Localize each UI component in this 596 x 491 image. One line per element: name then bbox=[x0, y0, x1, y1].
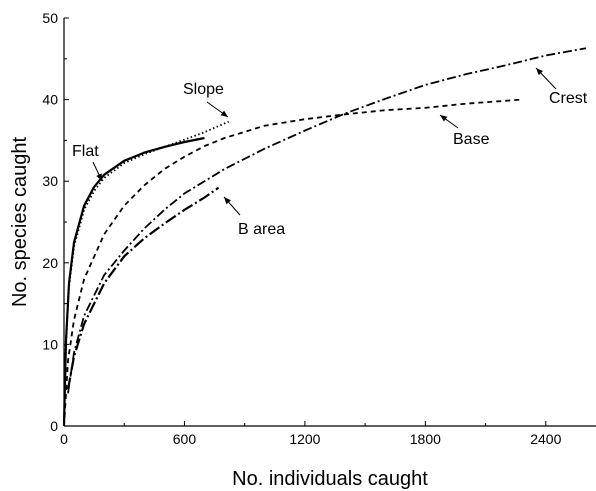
y-tick-label: 40 bbox=[42, 92, 58, 108]
y-tick-label: 50 bbox=[42, 10, 58, 26]
annotation-arrowhead-base bbox=[440, 115, 448, 122]
y-tick-label: 20 bbox=[42, 255, 58, 271]
x-tick-label: 1800 bbox=[410, 431, 441, 447]
series-line-crest bbox=[67, 47, 587, 394]
annotation-arrowhead-slope bbox=[220, 110, 228, 117]
x-ticks: 0 600 1200 1800 2400 bbox=[60, 421, 562, 447]
series-line-slope bbox=[63, 120, 229, 427]
x-tick-label: 0 bbox=[60, 431, 68, 447]
y-axis-title: No. species caught bbox=[9, 137, 31, 308]
annotation-label-flat: Flat bbox=[72, 143, 99, 160]
series-annotations: Slope Flat Base Crest B area bbox=[72, 67, 588, 238]
annotation-arrowhead-flat bbox=[96, 173, 102, 181]
y-tick-label: 10 bbox=[42, 336, 58, 352]
series-line-b-area bbox=[66, 186, 220, 390]
x-axis-title: No. individuals caught bbox=[232, 468, 428, 490]
annotation-label-slope: Slope bbox=[183, 81, 224, 98]
annotation-arrowhead-b-area bbox=[224, 197, 231, 205]
series-line-flat bbox=[62, 136, 205, 427]
annotation-label-b-area: B area bbox=[238, 221, 285, 238]
axes bbox=[63, 18, 596, 427]
series-lines bbox=[62, 47, 587, 427]
x-tick-label: 1200 bbox=[289, 431, 320, 447]
series-line-base bbox=[63, 98, 522, 427]
x-tick-label: 600 bbox=[173, 431, 197, 447]
annotation-label-crest: Crest bbox=[549, 90, 588, 107]
annotation-arrowhead-crest bbox=[536, 68, 543, 76]
annotation-label-base: Base bbox=[453, 131, 490, 148]
y-tick-label: 0 bbox=[50, 418, 58, 434]
y-tick-label: 30 bbox=[42, 173, 58, 189]
x-tick-label: 2400 bbox=[530, 431, 561, 447]
